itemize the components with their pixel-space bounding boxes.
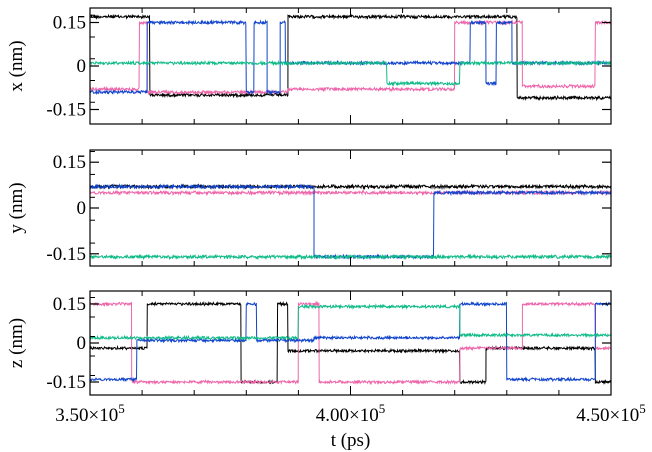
y-tick-label: -0.15 — [46, 372, 86, 393]
panel-1: 0.15 0 -0.15 x (nm) — [6, 7, 612, 125]
y-tick-label: 0.15 — [53, 152, 86, 173]
x-axis: 3.50×105 4.00×105 4.50×105 t (ps) — [55, 401, 645, 451]
series-line-4 — [90, 59, 611, 87]
series-line-3 — [90, 183, 611, 261]
y-tick-label: -0.15 — [46, 244, 86, 265]
y-tick-label: 0.15 — [53, 294, 86, 315]
series-group — [90, 300, 611, 386]
series-group — [90, 183, 611, 261]
series-line-3 — [90, 301, 611, 383]
series-group — [90, 13, 611, 102]
series-line-2 — [90, 19, 611, 96]
y-tick-label: 0 — [77, 198, 87, 219]
y-tick-label: 0 — [77, 333, 87, 354]
x-axis-label: t (ps) — [331, 430, 371, 451]
x-tick-label: 4.00×105 — [316, 401, 385, 426]
panel-2: 0.15 0 -0.15 y (nm) — [6, 149, 612, 267]
plot-frame — [89, 149, 612, 267]
panels: 0.15 0 -0.15 x (nm) 0.15 0 -0.15 y (nm) 0.15 0 -0.… — [6, 7, 612, 396]
y-tick-label: 0.15 — [53, 13, 86, 34]
y-axis-label: y (nm) — [6, 182, 27, 233]
x-tick-label: 4.50×105 — [576, 401, 645, 426]
y-axis-label: z (nm) — [6, 318, 27, 368]
y-tick-label: 0 — [77, 56, 87, 77]
panel-3: 0.15 0 -0.15 z (nm) — [6, 290, 612, 396]
series-line-3 — [90, 19, 611, 96]
y-axis-label: x (nm) — [6, 40, 27, 91]
y-tick-label: -0.15 — [46, 100, 86, 121]
series-line-4 — [90, 303, 611, 342]
series-line-2 — [90, 189, 611, 197]
x-tick-label: 3.50×105 — [55, 401, 124, 426]
series-line-1 — [90, 13, 611, 102]
series-line-2 — [90, 300, 611, 386]
series-line-1 — [90, 300, 611, 385]
plot-frame — [89, 7, 612, 125]
